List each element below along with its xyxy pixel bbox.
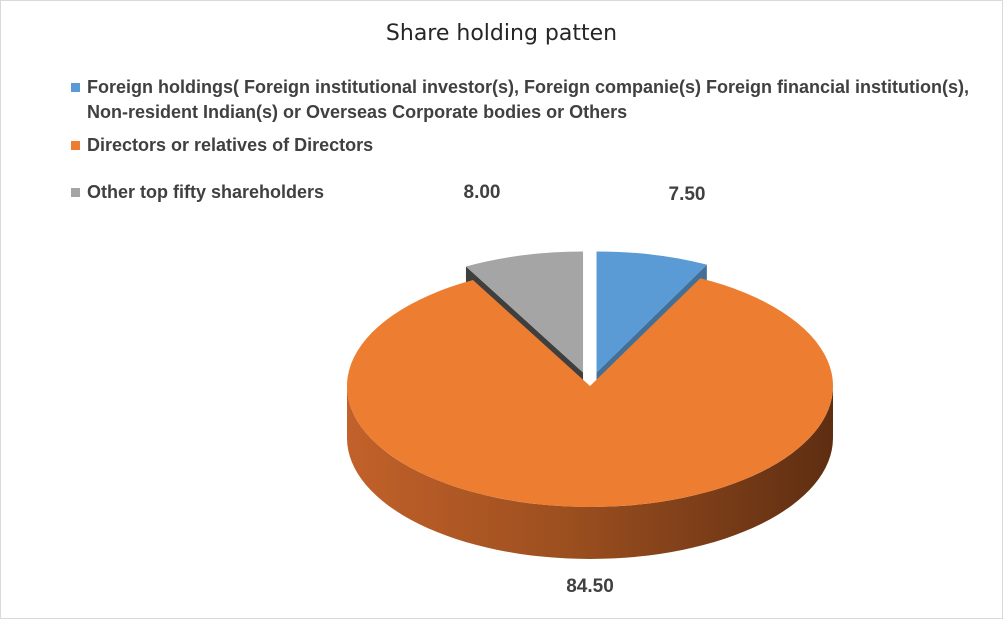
legend-swatch-other-shareholders <box>71 188 80 197</box>
legend-label-foreign-holdings: Foreign holdings( Foreign institutional … <box>87 77 970 122</box>
data-label-directors: 84.50 <box>566 576 614 597</box>
legend-swatch-directors <box>71 141 80 150</box>
legend-item-foreign-holdings: Foreign holdings( Foreign institutional … <box>71 75 971 125</box>
chart-title: Share holding patten <box>385 21 618 46</box>
legend-item-directors: Directors or relatives of Directors <box>71 133 971 158</box>
pie-slice-other-shareholders <box>465 251 584 373</box>
legend: Foreign holdings( Foreign institutional … <box>71 75 971 205</box>
pie-slice-foreign-holdings <box>596 251 707 373</box>
legend-label-other-shareholders: Other top fifty shareholders <box>87 182 325 202</box>
data-label-other-shareholders: 8.00 <box>464 182 501 203</box>
pie-slice-directors <box>347 278 833 507</box>
pie-slice-side-directors <box>347 386 833 560</box>
legend-swatch-foreign-holdings <box>71 83 80 92</box>
data-label-foreign-holdings: 7.50 <box>669 184 706 205</box>
legend-item-other-shareholders: Other top fifty shareholders <box>71 180 971 205</box>
legend-label-directors: Directors or relatives of Directors <box>87 135 374 155</box>
